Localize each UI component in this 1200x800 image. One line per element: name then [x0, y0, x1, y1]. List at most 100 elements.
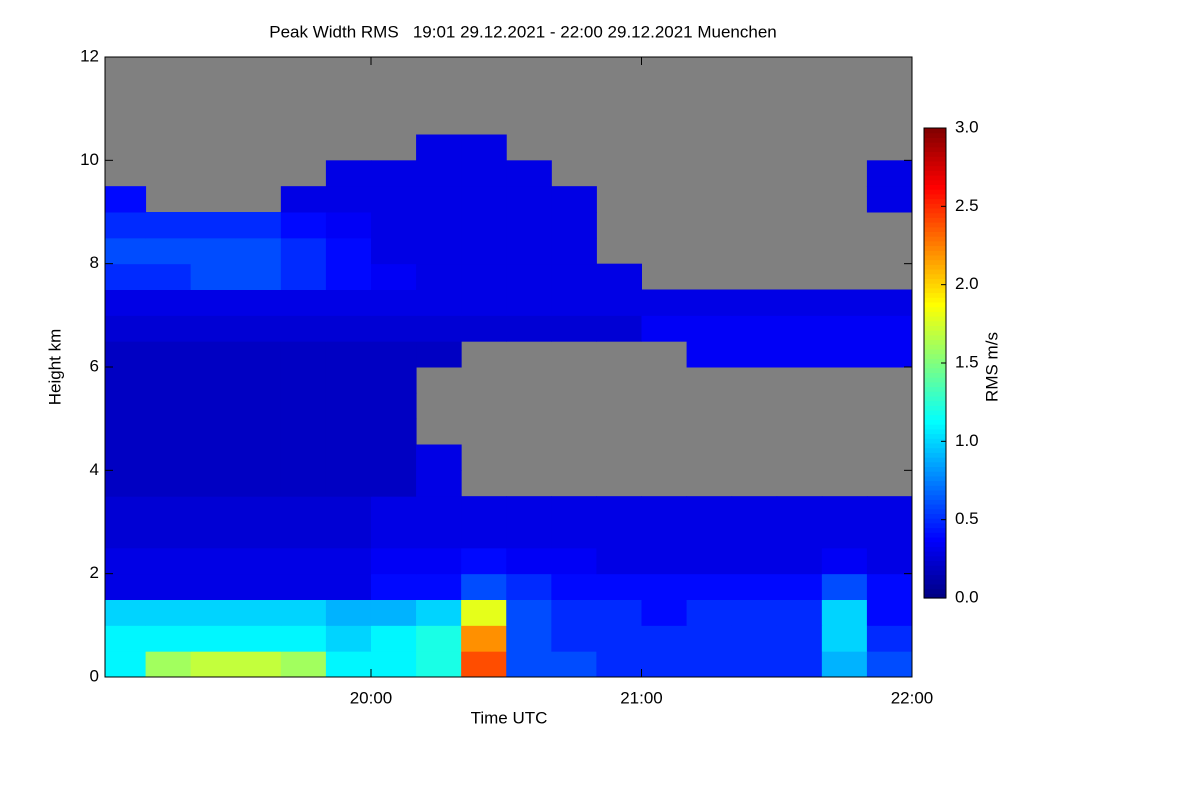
colorbar-segment	[924, 405, 946, 411]
heatmap-cell	[776, 625, 823, 652]
heatmap-cell	[461, 547, 507, 575]
colorbar-segment	[924, 419, 946, 425]
heatmap-cell	[325, 237, 372, 265]
heatmap-cell	[235, 263, 282, 290]
colorbar-segment	[924, 358, 946, 364]
colorbar-segment	[924, 170, 946, 176]
heatmap-cell	[280, 212, 327, 239]
colorbar-segment	[924, 466, 946, 472]
heatmap-cell	[416, 599, 462, 626]
heatmap-cell	[370, 263, 417, 290]
heatmap-cell	[551, 496, 597, 523]
heatmap-cell	[641, 496, 688, 523]
colorbar-segment	[924, 565, 946, 571]
heatmap-cell	[280, 522, 327, 549]
heatmap-cell	[731, 522, 778, 549]
colorbar-segment	[924, 551, 946, 557]
colorbar-segment	[924, 278, 946, 284]
heatmap-cell	[105, 470, 147, 497]
colorbar-segment	[924, 410, 946, 416]
heatmap-cell	[866, 573, 913, 600]
heatmap-cell	[145, 522, 192, 549]
heatmap-cell	[416, 134, 462, 161]
heatmap-cell	[686, 522, 733, 549]
colorbar-tick-label: 0.5	[955, 509, 979, 528]
colorbar-segment	[924, 555, 946, 561]
colorbar-segment	[924, 207, 946, 214]
heatmap-cell	[596, 496, 642, 523]
heatmap-cell	[280, 289, 327, 316]
colorbar-segment	[924, 254, 946, 261]
colorbar-segment	[924, 189, 946, 195]
heatmap-cell	[506, 160, 552, 187]
heatmap-cell	[325, 625, 372, 652]
y-tick-label: 6	[90, 356, 99, 375]
y-tick-label: 10	[80, 150, 99, 169]
heatmap-cell	[416, 470, 462, 497]
colorbar-segment	[924, 146, 946, 153]
colorbar-segment	[924, 320, 946, 326]
heatmap-cell	[821, 315, 868, 342]
heatmap-cell	[190, 599, 237, 626]
heatmap-cell	[461, 496, 507, 523]
colorbar-segment	[924, 306, 946, 312]
heatmap-cell	[821, 496, 868, 523]
heatmap-cell	[551, 263, 597, 290]
heatmap-cell	[235, 444, 282, 471]
colorbar-segment	[924, 184, 946, 190]
heatmap-cell	[235, 315, 282, 342]
colorbar-segment	[924, 311, 946, 317]
heatmap-cell	[551, 547, 597, 575]
heatmap-cell	[235, 547, 282, 575]
colorbar-segment	[924, 527, 946, 533]
heatmap-cell	[325, 651, 372, 678]
colorbar-segment	[924, 231, 946, 237]
heatmap-cell	[461, 522, 507, 549]
colorbar-segment	[924, 447, 946, 453]
colorbar-segment	[924, 499, 946, 505]
colorbar-segment	[924, 377, 946, 383]
colorbar-segment	[924, 273, 946, 279]
heatmap-cell	[551, 625, 597, 652]
heatmap-cell	[506, 315, 552, 342]
heatmap-cell	[731, 573, 778, 600]
heatmap-cell	[370, 496, 417, 523]
heatmap-cell	[551, 573, 597, 600]
heatmap-cell	[325, 470, 372, 497]
heatmap-cell	[325, 599, 372, 626]
heatmap-cell	[325, 444, 372, 471]
heatmap-cell	[105, 573, 147, 600]
heatmap-cell	[325, 418, 372, 445]
heatmap-cell	[416, 160, 462, 187]
colorbar-segment	[924, 532, 946, 538]
colorbar-segment	[924, 137, 946, 143]
heatmap-cell	[506, 599, 552, 626]
heatmap-cell	[551, 522, 597, 549]
heatmap-cell	[821, 547, 868, 575]
heatmap-cell	[105, 289, 147, 316]
colorbar-segment	[924, 297, 946, 303]
heatmap-cell	[235, 392, 282, 420]
heatmap-cell	[866, 625, 913, 652]
heatmap-cell	[506, 625, 552, 652]
heatmap-cell	[866, 547, 913, 575]
colorbar-segment	[924, 236, 946, 242]
heatmap-cell	[145, 289, 192, 316]
heatmap-cell	[461, 186, 507, 213]
colorbar-segment	[924, 344, 946, 350]
heatmap-cell	[551, 212, 597, 239]
heatmap-cell	[416, 625, 462, 652]
colorbar-segment	[924, 489, 946, 496]
heatmap-cell	[686, 599, 733, 626]
heatmap-cell	[821, 289, 868, 316]
colorbar-segment	[924, 198, 946, 204]
heatmap-cell	[866, 599, 913, 626]
heatmap-cell	[145, 315, 192, 342]
heatmap-cell	[821, 522, 868, 549]
colorbar-segment	[924, 212, 946, 218]
heatmap-cell	[235, 341, 282, 368]
heatmap-cell	[506, 186, 552, 213]
heatmap-cell	[596, 522, 642, 549]
heatmap-cell	[190, 263, 237, 290]
heatmap-cell	[105, 599, 147, 626]
